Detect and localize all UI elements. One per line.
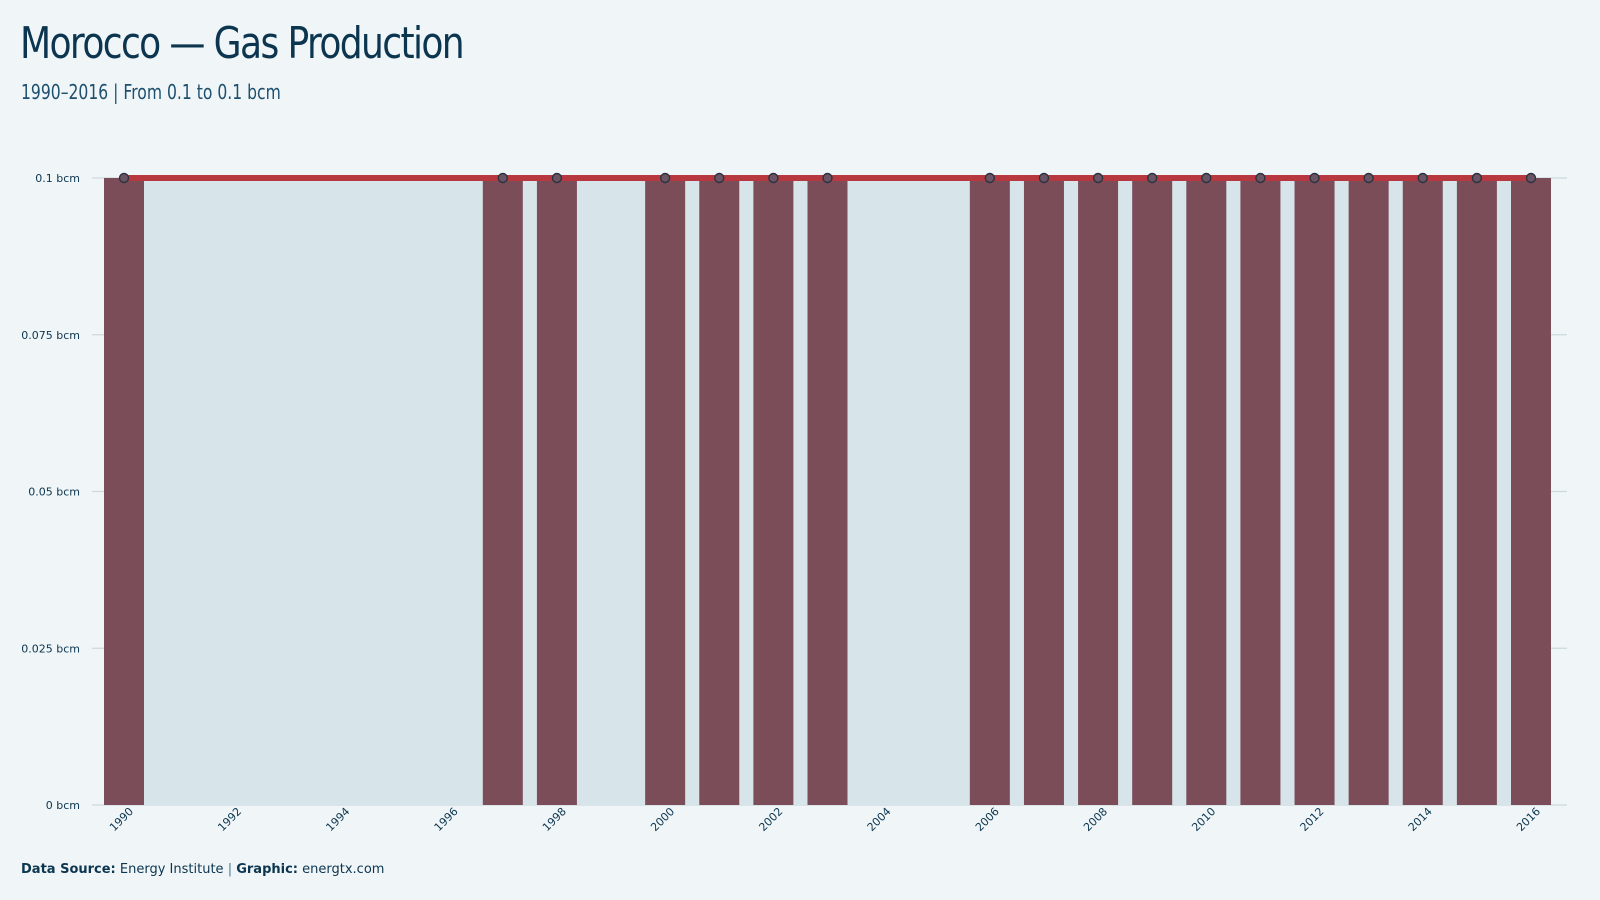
graphic-value: energtx.com xyxy=(302,862,385,877)
y-tick-label: 0.05 bcm xyxy=(28,486,80,499)
x-tick-label: 2016 xyxy=(1514,805,1543,834)
y-axis: 0 bcm 0.025 bcm 0.05 bcm 0.075 bcm 0.1 bcm xyxy=(21,172,80,812)
footer: Data Source: Energy Institute | Graphic:… xyxy=(21,862,384,877)
source-label: Data Source: xyxy=(21,862,116,877)
graphic-label: Graphic: xyxy=(236,862,298,877)
chart-title: Morocco — Gas Production xyxy=(20,18,465,69)
point-2013 xyxy=(1363,172,1374,184)
x-tick-label: 1994 xyxy=(323,805,352,834)
bar-2015 xyxy=(1456,178,1497,805)
x-tick-label: 1998 xyxy=(540,805,569,834)
chart-subtitle: 1990–2016 | From 0.1 to 0.1 bcm xyxy=(21,80,281,104)
x-tick-label: 1996 xyxy=(432,805,461,834)
point-2007 xyxy=(1038,172,1050,184)
x-tick-label: 2010 xyxy=(1189,805,1218,834)
point-2001 xyxy=(714,172,725,184)
x-tick-label: 2002 xyxy=(756,805,785,834)
bar-2006 xyxy=(969,178,1010,805)
bar-2011 xyxy=(1240,178,1281,805)
footer-separator: | xyxy=(227,862,233,877)
bar-1998 xyxy=(536,178,577,805)
bar-2014 xyxy=(1402,178,1443,805)
bar-2001 xyxy=(699,178,740,805)
marker-layer xyxy=(118,172,1537,184)
bar-1997 xyxy=(482,178,523,805)
x-axis: 1990 1992 1994 1996 1998 2000 2002 2004 2006 2008… xyxy=(107,805,1543,834)
y-tick-label: 0.025 bcm xyxy=(21,642,80,655)
bar-2012 xyxy=(1294,178,1335,805)
point-2012 xyxy=(1309,172,1320,184)
x-tick-label: 2014 xyxy=(1406,805,1435,834)
y-tick-label: 0.1 bcm xyxy=(35,172,80,185)
y-tick-label: 0.075 bcm xyxy=(21,329,80,342)
x-tick-label: 2012 xyxy=(1298,805,1327,834)
point-2011 xyxy=(1255,172,1266,184)
bar-2000 xyxy=(645,178,686,805)
point-2009 xyxy=(1146,172,1158,184)
point-2003 xyxy=(822,172,833,184)
point-1997 xyxy=(497,172,509,184)
point-1998 xyxy=(551,172,563,184)
point-2010 xyxy=(1201,172,1212,184)
bar-2016 xyxy=(1511,178,1551,805)
bar-2003 xyxy=(807,178,848,805)
bar-2008 xyxy=(1078,178,1119,805)
y-tick-label: 0 bcm xyxy=(46,799,80,812)
x-tick-label: 1992 xyxy=(215,805,244,834)
bar-2009 xyxy=(1132,178,1173,805)
source-value: Energy Institute xyxy=(119,862,224,877)
bar-2007 xyxy=(1023,178,1064,805)
x-tick-label: 2008 xyxy=(1081,805,1110,834)
bar-2013 xyxy=(1348,178,1389,805)
bar-2010 xyxy=(1186,178,1227,805)
point-2002 xyxy=(768,172,779,184)
point-2008 xyxy=(1092,172,1104,184)
x-tick-label: 2006 xyxy=(973,805,1002,834)
point-2006 xyxy=(984,172,996,184)
point-2015 xyxy=(1471,172,1483,184)
point-2014 xyxy=(1417,172,1428,184)
point-2000 xyxy=(659,172,671,184)
x-tick-label: 1990 xyxy=(107,805,136,834)
point-1990 xyxy=(118,172,130,184)
point-2016 xyxy=(1525,172,1537,184)
x-tick-label: 2000 xyxy=(648,805,677,834)
bar-2002 xyxy=(753,178,794,805)
bar-layer xyxy=(104,178,1551,805)
bar-1990 xyxy=(104,178,144,805)
x-tick-label: 2004 xyxy=(865,805,894,834)
